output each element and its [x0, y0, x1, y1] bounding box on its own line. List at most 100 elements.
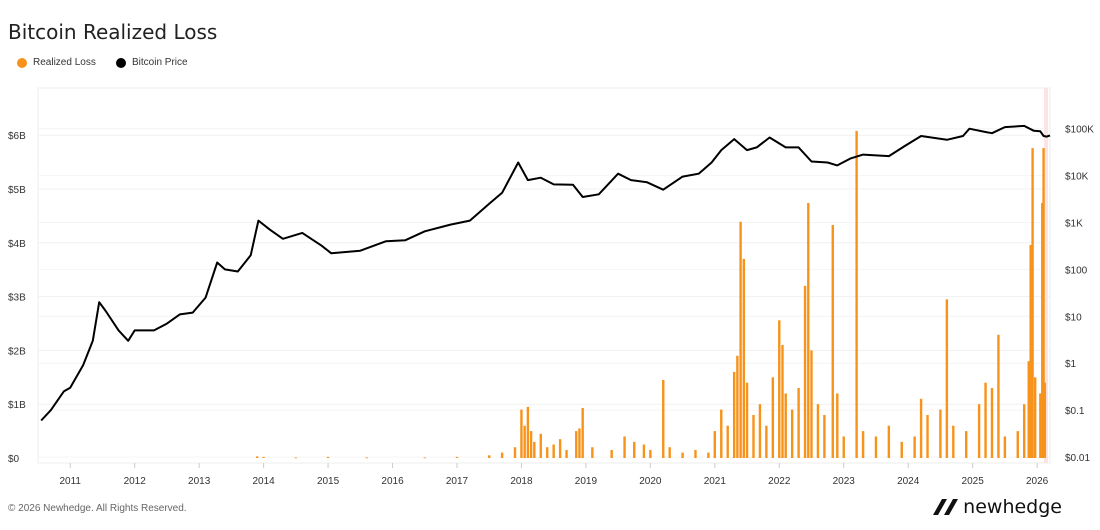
- newhedge-logo[interactable]: newhedge: [933, 496, 1062, 518]
- realized-loss-bar: [977, 404, 981, 458]
- realized-loss-bar: [990, 388, 994, 458]
- realized-loss-bar: [816, 404, 820, 458]
- realized-loss-bar: [1016, 431, 1019, 458]
- realized-loss-bar: [1023, 404, 1026, 458]
- realized-loss-bar: [745, 382, 749, 458]
- realized-loss-bar: [952, 425, 955, 458]
- realized-loss-bar: [523, 425, 526, 458]
- realized-loss-bar: [900, 441, 903, 458]
- realized-loss-bar: [965, 431, 968, 458]
- realized-loss-bar: [778, 320, 781, 458]
- legend-label: Bitcoin Price: [132, 57, 188, 68]
- plot-border: [37, 87, 1051, 464]
- realized-loss-bar: [565, 449, 568, 458]
- realized-loss-bar: [1003, 436, 1007, 458]
- realized-loss-bar: [771, 377, 775, 458]
- realized-loss-bar: [591, 447, 594, 458]
- orange-dot-icon: [17, 57, 27, 68]
- realized-loss-bar: [455, 456, 459, 458]
- realized-loss-bar: [539, 433, 542, 458]
- y-left-tick-label: $3B: [8, 293, 26, 304]
- newhedge-logo-icon: [933, 499, 959, 515]
- y-left-tick-label: $5B: [8, 185, 26, 196]
- y-right-tick-label: $0.01: [1065, 453, 1090, 464]
- realized-loss-bar: [945, 299, 949, 458]
- realized-loss-bar: [1042, 148, 1045, 458]
- realized-loss-bar: [488, 455, 491, 458]
- x-tick-label: 2023: [833, 476, 856, 487]
- x-tick-label: 2018: [510, 476, 533, 487]
- realized-loss-bar: [842, 436, 845, 458]
- realized-loss-bar: [803, 285, 807, 458]
- realized-loss-bar: [623, 436, 626, 458]
- y-right-tick-label: $1: [1065, 359, 1077, 370]
- x-tick-label: 2014: [252, 476, 275, 487]
- realized-loss-bar: [668, 447, 671, 458]
- x-tick-label: 2020: [639, 476, 662, 487]
- x-tick-label: 2011: [59, 476, 81, 487]
- x-tick-label: 2012: [124, 476, 147, 487]
- realized-loss-bar: [578, 428, 581, 458]
- realized-loss-bar: [797, 388, 800, 458]
- y-left-tick-label: $0: [8, 454, 20, 465]
- realized-loss-bar: [513, 447, 517, 458]
- realized-loss-bar: [836, 393, 839, 458]
- realized-loss-bar: [784, 393, 787, 458]
- realized-loss-bar: [739, 221, 742, 458]
- realized-loss-bar: [855, 130, 858, 458]
- realized-loss-bar: [707, 452, 710, 458]
- realized-loss-bar: [752, 414, 755, 458]
- realized-loss-bar: [500, 452, 504, 458]
- realized-loss-bar: [736, 355, 739, 458]
- x-tick-label: 2024: [897, 476, 920, 487]
- x-tick-label: 2016: [381, 476, 404, 487]
- realized-loss-bar: [765, 425, 768, 458]
- realized-loss-bar: [758, 404, 762, 458]
- x-tick-label: 2026: [1026, 476, 1049, 487]
- realized-loss-bar: [610, 449, 613, 458]
- realized-loss-bar: [326, 456, 330, 458]
- realized-loss-bar: [526, 406, 530, 458]
- x-tick-label: 2021: [704, 476, 727, 487]
- realized-loss-bar: [919, 398, 923, 458]
- realized-loss-bar: [1043, 382, 1047, 458]
- realized-loss-bar: [861, 431, 865, 458]
- realized-loss-bar: [807, 202, 810, 458]
- realized-loss-bar: [581, 407, 584, 458]
- realized-loss-bar: [887, 425, 891, 458]
- realized-loss-bar: [726, 425, 729, 458]
- legend-bitcoin-price[interactable]: Bitcoin Price: [116, 57, 188, 68]
- y-right-tick-label: $10: [1065, 312, 1082, 323]
- y-right-tick-label: $1K: [1065, 219, 1083, 230]
- realized-loss-bar: [649, 449, 652, 458]
- y-right-tick-label: $10K: [1065, 172, 1089, 183]
- realized-loss-bar: [831, 225, 834, 458]
- y-left-tick-label: $6B: [8, 131, 26, 142]
- realized-loss-bar: [732, 371, 736, 458]
- realized-loss-bar: [781, 345, 784, 458]
- realized-loss-bar: [1039, 393, 1042, 458]
- y-left-tick-label: $2B: [8, 346, 26, 357]
- realized-loss-bar: [552, 444, 555, 458]
- realized-loss-bar: [294, 457, 298, 459]
- y-right-tick-label: $100K: [1065, 125, 1094, 136]
- current-period-band: [1044, 88, 1048, 463]
- realized-loss-bar: [720, 409, 723, 458]
- realized-loss-bar: [255, 456, 259, 458]
- realized-loss-bar: [874, 436, 878, 458]
- realized-loss-bar: [713, 431, 717, 458]
- x-tick-label: 2015: [317, 476, 340, 487]
- realized-loss-bar: [423, 457, 426, 459]
- realized-loss-bar: [365, 457, 368, 459]
- realized-loss-bar: [681, 452, 684, 458]
- realized-loss-bar: [662, 379, 665, 458]
- y-right-tick-label: $100: [1065, 265, 1088, 276]
- realized-loss-bar: [533, 441, 536, 458]
- realized-loss-bar: [913, 436, 916, 458]
- realized-loss-bar: [520, 409, 523, 458]
- legend-realized-loss[interactable]: Realized Loss: [17, 57, 96, 68]
- realized-loss-bar: [984, 382, 987, 458]
- x-tick-label: 2017: [446, 476, 469, 487]
- realized-loss-bar: [1029, 244, 1032, 458]
- realized-loss-bar: [926, 414, 929, 458]
